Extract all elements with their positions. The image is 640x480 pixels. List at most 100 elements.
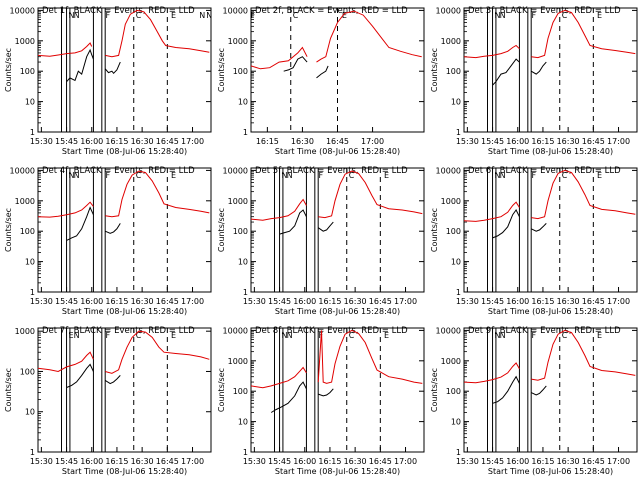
y-tick-label: 1 (30, 128, 35, 137)
interval-marker-label: C (562, 11, 568, 20)
y-tick-label: 10000 (10, 6, 35, 15)
interval-marker-label: F (532, 11, 537, 20)
events-series-line (66, 363, 94, 388)
y-tick-label: 10 (451, 418, 461, 427)
y-axis-label: Counts/sec (4, 368, 13, 412)
interval-marker-label: N (69, 11, 75, 20)
lld-series-line (463, 362, 520, 384)
panel-det-8: Det 8f, BLACK = Events, RED = LLD 1 10 100 1… (217, 326, 425, 476)
x-tick-label: 16:00 (80, 137, 103, 146)
y-tick-label: 10000 (436, 166, 461, 175)
y-tick-label: 1 (243, 448, 248, 457)
x-axis-label: Start Time (08-Jul-06 15:28:40) (62, 147, 187, 156)
interval-marker-label: N (282, 331, 288, 340)
lld-series-line (250, 366, 307, 389)
y-axis-label: Counts/sec (430, 208, 439, 252)
x-tick-label: 15:30 (456, 297, 479, 306)
panel-title: Det 1f, BLACK = Events, RED = LLD (42, 6, 195, 16)
x-tick-label: 16:45 (582, 457, 605, 466)
x-tick-label: 15:45 (268, 457, 291, 466)
y-tick-label: 100 (20, 227, 35, 236)
x-tick-label: 16:15 (105, 137, 128, 146)
plot-frame (463, 7, 638, 133)
x-tick-label: 16:45 (156, 297, 179, 306)
lld-series-line (250, 46, 308, 70)
events-series-line (104, 375, 121, 385)
interval-marker-label: N (500, 11, 506, 20)
events-series-line (279, 209, 307, 235)
interval-marker-label: E (597, 331, 602, 340)
interval-marker-label: E (171, 331, 176, 340)
panel-det-5: Det 5f, BLACK = Events, RED = LLD 1 10 100 1… (217, 166, 425, 316)
lld-series-line (531, 9, 636, 59)
x-tick-label: 17:00 (181, 457, 204, 466)
x-tick-label: 15:30 (30, 297, 53, 306)
plot-frame (37, 327, 212, 453)
x-tick-label: 15:45 (55, 137, 78, 146)
events-series-line (530, 385, 547, 396)
panel-det-6: Det 6f, BLACK = Events, RED = LLD 1 10 100 1… (430, 166, 638, 316)
y-tick-label: 10000 (10, 166, 35, 175)
x-tick-label: 15:30 (243, 297, 266, 306)
events-series-line (492, 58, 520, 86)
panel-det-3: Det 3f, BLACK = Events, RED = LLD 1 10 100 1… (430, 6, 638, 156)
interval-marker-label: N (500, 331, 506, 340)
lld-series-line (250, 198, 307, 221)
x-tick-label: 16:30 (291, 137, 314, 146)
x-tick-label: 15:30 (30, 457, 53, 466)
lld-series-line (105, 9, 210, 58)
interval-marker-label: F (532, 331, 537, 340)
y-tick-label: 1000 (15, 327, 35, 336)
panel-det-2: Det 2f, BLACK = Events, RED = LLD 1 10 100 1… (199, 6, 425, 156)
interval-marker-label: C (562, 171, 568, 180)
interval-marker-label: N (74, 171, 80, 180)
x-tick-label: 16:15 (105, 297, 128, 306)
interval-marker-label: E (171, 11, 176, 20)
x-tick-label: 16:30 (344, 297, 367, 306)
interval-marker-label: C (349, 331, 355, 340)
y-tick-label: 1 (243, 288, 248, 297)
x-tick-label: 16:45 (582, 137, 605, 146)
x-tick-label: 16:45 (326, 137, 349, 146)
interval-marker-label: N (199, 11, 205, 20)
interval-marker-label: E (342, 11, 347, 20)
lld-series-line (317, 329, 423, 384)
interval-marker-label: C (136, 171, 142, 180)
y-tick-label: 10 (25, 258, 35, 267)
y-tick-label: 1 (456, 448, 461, 457)
lld-series-line (531, 329, 636, 381)
lld-series-line (105, 330, 210, 374)
x-axis-label: Start Time (08-Jul-06 15:28:40) (488, 307, 613, 316)
events-series-line (318, 388, 334, 397)
x-tick-label: 17:00 (394, 457, 417, 466)
interval-marker-label: C (136, 331, 142, 340)
y-tick-label: 100 (20, 367, 35, 376)
lld-series-line (463, 201, 520, 222)
x-tick-label: 16:00 (293, 297, 316, 306)
interval-marker-label: F (532, 171, 537, 180)
interval-marker-label: N (495, 11, 501, 20)
y-tick-label: 1 (30, 288, 35, 297)
y-tick-label: 1000 (15, 197, 35, 206)
interval-marker-label: C (293, 11, 299, 20)
events-series-line (105, 223, 121, 234)
events-series-line (530, 223, 547, 232)
x-tick-label: 16:00 (506, 137, 529, 146)
x-tick-label: 15:30 (456, 457, 479, 466)
y-axis-label: Counts/sec (4, 48, 13, 92)
interval-marker-label: C (136, 11, 142, 20)
y-axis-label: Counts/sec (430, 48, 439, 92)
interval-marker-label: N (74, 331, 80, 340)
interval-marker-label: N (287, 331, 293, 340)
y-tick-label: 10 (238, 98, 248, 107)
x-tick-label: 16:15 (256, 137, 279, 146)
x-tick-label: 16:45 (156, 137, 179, 146)
panel-det-1: Det 1f, BLACK = Events, RED = LLD 1 10 100 1… (4, 6, 212, 156)
interval-marker-label: E (597, 171, 602, 180)
x-tick-label: 16:30 (131, 457, 154, 466)
panel-title: Det 4f, BLACK = Events, RED = LLD (42, 166, 195, 176)
y-axis-label: Counts/sec (217, 368, 226, 412)
events-series-line (492, 209, 520, 239)
x-tick-label: 16:00 (506, 457, 529, 466)
